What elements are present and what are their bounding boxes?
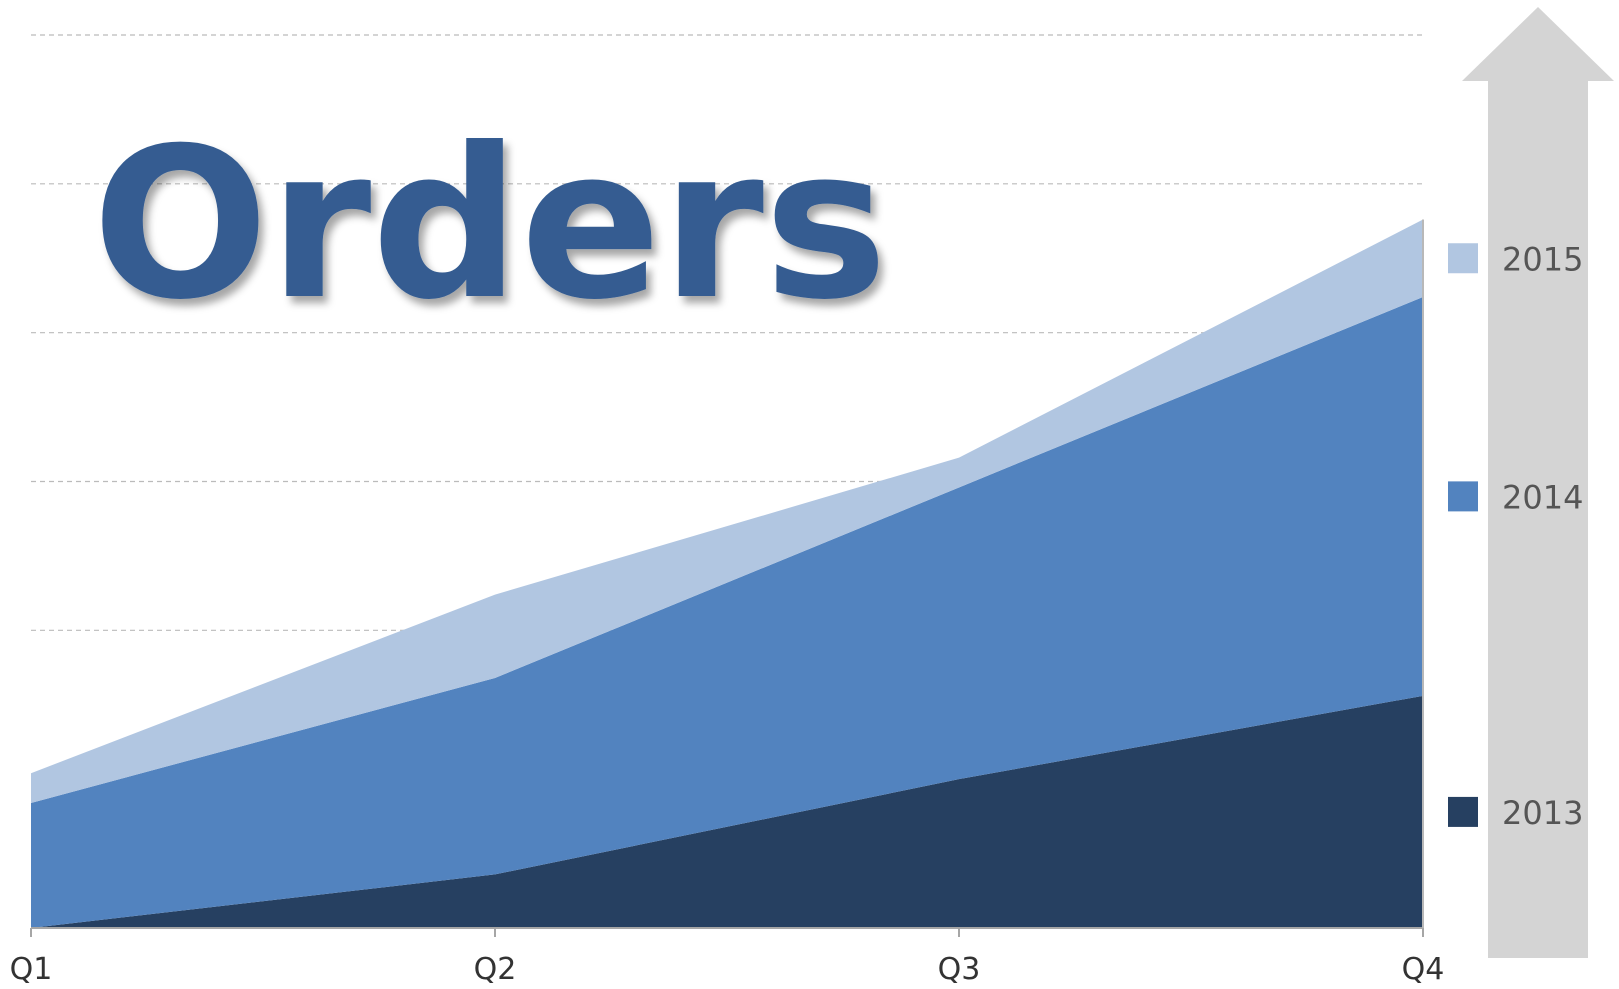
legend: 2013 2014 2015 (1448, 240, 1583, 832)
x-tick-labels: Q1 Q2 Q3 Q4 (10, 952, 1445, 987)
legend-label-2015: 2015 (1502, 240, 1583, 278)
legend-label-2014: 2014 (1502, 478, 1583, 516)
x-tick-label: Q1 (10, 952, 53, 987)
legend-swatch-2014 (1448, 481, 1478, 512)
chart-title: Orders (92, 104, 888, 346)
area-series (31, 219, 1423, 928)
legend-label-2013: 2013 (1502, 794, 1583, 832)
x-tick-label: Q4 (1402, 952, 1445, 987)
area-2013 (31, 695, 1423, 928)
x-tick-label: Q2 (474, 952, 517, 987)
x-tick-label: Q3 (938, 952, 981, 987)
x-axis (30, 219, 1424, 937)
up-arrow-icon (1462, 7, 1614, 958)
legend-swatch-2013 (1448, 796, 1478, 827)
legend-swatch-2015 (1448, 243, 1478, 274)
area-2015 (31, 219, 1423, 803)
area-2014 (31, 296, 1423, 928)
